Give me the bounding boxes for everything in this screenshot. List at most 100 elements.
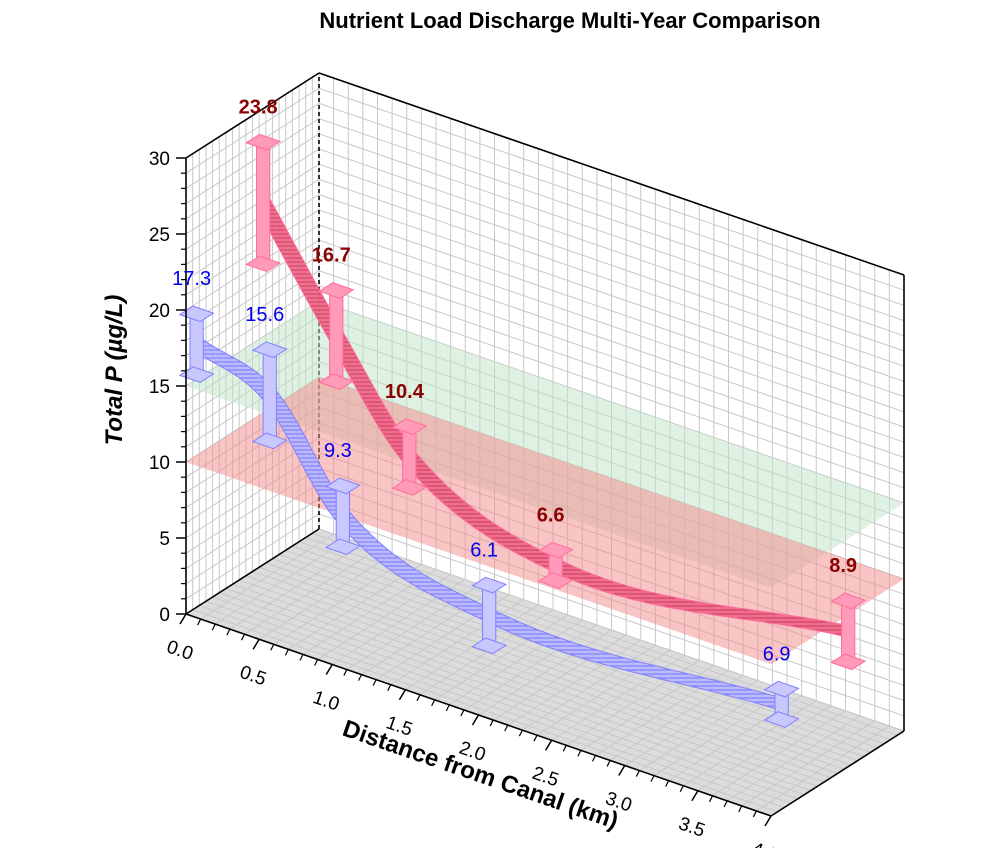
x-minor-tick xyxy=(284,649,289,656)
x-minor-tick xyxy=(240,633,246,641)
back-grid-line xyxy=(318,513,905,717)
x-minor-tick xyxy=(357,674,363,681)
floor-grid-line xyxy=(219,592,805,796)
x-minor-tick xyxy=(518,729,523,737)
error-bar-cap xyxy=(471,637,508,655)
error-bar-cap xyxy=(318,282,355,299)
x-minor-tick xyxy=(372,679,377,686)
back-grid-line xyxy=(318,194,905,398)
x-tick xyxy=(398,689,407,701)
x-tick xyxy=(618,765,626,776)
data-label: 6.9 xyxy=(763,643,791,665)
error-bar-cap xyxy=(391,418,428,436)
side-grid-line xyxy=(185,270,320,357)
error-bar-cap xyxy=(251,341,288,359)
side-grid-line xyxy=(185,513,320,600)
x-minor-tick xyxy=(738,805,743,813)
data-label: 6.1 xyxy=(470,539,498,561)
error-bar-cap xyxy=(245,255,282,273)
x-tick-label: 1.0 xyxy=(310,687,342,715)
floor-grid-line xyxy=(225,588,812,791)
x-minor-tick xyxy=(343,669,348,676)
y-tick-label: 30 xyxy=(149,149,170,170)
error-bar-cap xyxy=(763,680,800,698)
floor-grid-line xyxy=(205,600,792,804)
data-labels: 17.3 15.6 9.3 6.1 6.9 23.8 16.7 10.4 6.6 8.9 xyxy=(172,96,857,665)
back-grid-line xyxy=(318,285,905,489)
back-grid-line xyxy=(318,133,905,337)
panel-edge xyxy=(185,528,320,615)
back-grid-line xyxy=(318,239,905,443)
x-minor-tick xyxy=(460,709,465,717)
x-minor-tick xyxy=(299,654,304,661)
floor-grid-line xyxy=(245,575,832,779)
back-grid-line xyxy=(318,270,905,474)
x-tick xyxy=(252,638,260,650)
x-tick-label: 0.5 xyxy=(237,662,269,690)
error-bar-cap xyxy=(178,366,215,383)
side-grid-line xyxy=(185,163,320,250)
floor-grid-line xyxy=(192,609,778,813)
floor-grid-line xyxy=(278,554,865,757)
y-tick-label: 0 xyxy=(159,605,170,626)
side-grid-line xyxy=(185,194,320,281)
x-tick xyxy=(471,714,480,726)
x-minor-tick xyxy=(577,750,582,757)
data-label: 8.9 xyxy=(829,555,857,577)
x-minor-tick xyxy=(211,623,216,631)
back-grid-line xyxy=(318,118,905,322)
data-label: 15.6 xyxy=(245,304,284,326)
x-minor-tick xyxy=(533,734,538,742)
back-grid-line xyxy=(318,163,905,367)
floor-grid-line xyxy=(232,583,818,787)
x-tick xyxy=(691,790,699,802)
x-minor-tick xyxy=(270,644,275,651)
x-tick xyxy=(764,815,772,827)
y-tick-label: 25 xyxy=(149,225,170,246)
x-tick xyxy=(325,664,333,675)
x-minor-tick xyxy=(314,659,319,666)
error-bar xyxy=(262,344,277,447)
side-grid-line xyxy=(185,118,320,205)
x-minor-tick xyxy=(606,760,611,767)
side-grid-line xyxy=(185,102,320,189)
x-minor-tick xyxy=(562,745,567,752)
side-grid-line xyxy=(185,224,320,311)
x-minor-tick xyxy=(723,800,728,808)
panel-edge xyxy=(770,730,905,817)
x-minor-tick xyxy=(489,719,494,727)
error-bar-cap xyxy=(318,373,355,391)
back-grid-line xyxy=(318,224,905,428)
x-tick-label: 0.0 xyxy=(164,637,196,665)
chart-title: Nutrient Load Discharge Multi-Year Compa… xyxy=(319,8,820,33)
error-bar-cap xyxy=(324,538,361,556)
x-minor-tick xyxy=(665,780,670,787)
x-tick xyxy=(179,613,187,625)
x-minor-tick xyxy=(431,699,436,707)
data-label: 9.3 xyxy=(324,440,352,462)
x-minor-tick xyxy=(226,628,231,636)
x-minor-tick xyxy=(504,724,509,732)
floor-grid-line xyxy=(239,579,825,783)
back-grid-line xyxy=(318,148,905,352)
data-label: 16.7 xyxy=(312,245,351,267)
error-bar xyxy=(256,136,271,269)
x-minor-tick xyxy=(416,694,421,702)
y-axis-title: Total P (µg/L) xyxy=(101,295,128,446)
error-bar-cap xyxy=(245,133,282,151)
back-grid-line xyxy=(318,87,905,291)
error-bar-cap xyxy=(763,711,800,728)
floor-grid-line xyxy=(252,571,838,774)
side-grid-line xyxy=(185,178,320,265)
side-grid-line xyxy=(185,133,320,220)
reference-plane xyxy=(186,377,904,664)
y-tick-label: 5 xyxy=(159,529,170,550)
x-minor-tick xyxy=(387,684,392,691)
error-bar xyxy=(329,285,344,387)
panel-edge xyxy=(185,72,320,159)
error-bar-cap xyxy=(537,572,574,589)
series-layer xyxy=(178,133,867,728)
side-grid-line xyxy=(185,209,320,296)
